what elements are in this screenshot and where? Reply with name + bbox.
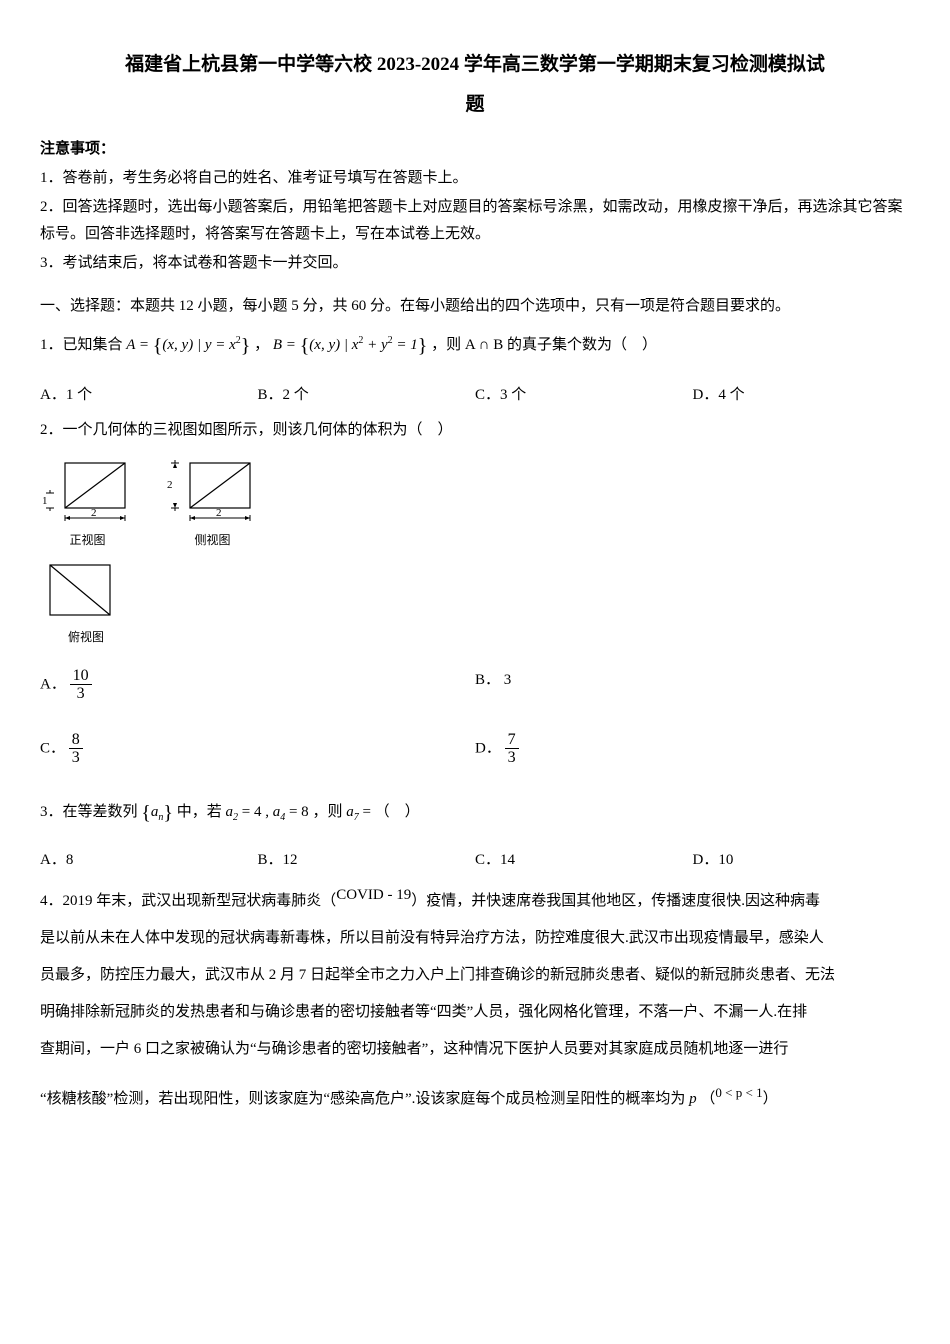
q2-c-frac: 8 3 xyxy=(69,731,83,767)
q3-a7-eq: = xyxy=(359,804,375,820)
question-1: 1．已知集合 A = {(x, y) | y = x2} ， B = {(x, … xyxy=(40,328,910,364)
q2-a-frac: 10 3 xyxy=(70,667,92,703)
question-2: 2．一个几何体的三视图如图所示，则该几何体的体积为（ ） xyxy=(40,417,910,444)
side-dim-w: 2 xyxy=(216,507,222,519)
question-4-p4: 明确排除新冠肺炎的发热患者和与确诊患者的密切接触者等“四类”人员，强化网格化管理… xyxy=(40,999,910,1026)
q3-comma: , xyxy=(265,804,273,820)
notice-item-1: 1．答卷前，考生务必将自己的姓名、准考证号填写在答题卡上。 xyxy=(40,165,910,192)
q2-a-num: 10 xyxy=(70,667,92,686)
q2-d-label: D． xyxy=(475,740,501,756)
q3-option-c: C．14 xyxy=(475,847,693,874)
q2-d-num: 7 xyxy=(505,731,519,750)
front-view-caption: 正视图 xyxy=(69,530,105,552)
q1-tail: ，则 A ∩ B 的真子集个数为（ ） xyxy=(431,337,657,353)
question-4-p6: “核糖核酸”检测，若出现阳性，则该家庭为“感染高危户”.设该家庭每个成员检测呈阳… xyxy=(40,1081,910,1113)
side-view-block: 2 2 侧视图 xyxy=(165,458,260,552)
q3-a2: a2 = 4 xyxy=(226,804,262,820)
q3-a4: a4 = 8 xyxy=(273,804,309,820)
q3-option-a: A．8 xyxy=(40,847,258,874)
q4-p-range: 0 < p < 1 xyxy=(715,1085,762,1100)
front-dim-1: 1 xyxy=(42,495,48,507)
q2-c-label: C． xyxy=(40,740,65,756)
q1-setA: A = {(x, y) | y = x2} xyxy=(126,337,254,353)
q4-p6c: ） xyxy=(763,1091,778,1107)
q4-p1a: 4．2019 年末，武汉出现新型冠状病毒肺炎（ xyxy=(40,893,336,909)
q1-setA-body: (x, y) | y = x xyxy=(162,337,235,353)
q4-p-var: p xyxy=(689,1091,697,1107)
q3-mid1: 中，若 xyxy=(177,804,226,820)
q3-prefix: 3．在等差数列 xyxy=(40,804,141,820)
q3-a7: a7 = xyxy=(346,804,374,820)
exam-title-line2: 题 xyxy=(40,88,910,122)
part1-heading: 一、选择题：本题共 12 小题，每小题 5 分，共 60 分。在每小题给出的四个… xyxy=(40,293,910,320)
q4-p6b: （ xyxy=(697,1091,716,1107)
q1-setB-body: (x, y) | x xyxy=(309,337,358,353)
q2-option-b: B． 3 xyxy=(475,667,910,703)
q2-c-den: 3 xyxy=(69,749,83,767)
q2-options-row1: A． 10 3 B． 3 xyxy=(40,667,910,703)
q3-a4-eq: = 8 xyxy=(285,804,308,820)
q3-a7-a: a xyxy=(346,804,354,820)
side-view-svg: 2 2 xyxy=(165,458,260,528)
front-view-svg: 1 2 xyxy=(40,458,135,528)
question-4-p1: 4．2019 年末，武汉出现新型冠状病毒肺炎（COVID - 19）疫情，并快速… xyxy=(40,882,910,915)
side-dim-h: 2 xyxy=(167,479,173,491)
top-view-svg xyxy=(40,560,120,625)
q3-a2-a: a xyxy=(226,804,234,820)
q4-p1b: ）疫情，并快速席卷我国其他地区，传播速度很快.因这种病毒 xyxy=(411,893,820,909)
q1-setB-tail: = 1 xyxy=(393,337,418,353)
side-view-caption: 侧视图 xyxy=(194,530,230,552)
question-4-p2: 是以前从未在人体中发现的冠状病毒新毒株，所以目前没有特异治疗方法，防控难度很大.… xyxy=(40,925,910,952)
q2-d-den: 3 xyxy=(505,749,519,767)
q3-option-d: D．10 xyxy=(693,847,911,874)
notice-item-2: 2．回答选择题时，选出每小题答案后，用铅笔把答题卡上对应题目的答案标号涂黑，如需… xyxy=(40,194,910,248)
q2-c-num: 8 xyxy=(69,731,83,750)
q2-options-row2: C． 8 3 D． 7 3 xyxy=(40,731,910,767)
question-4-p3: 员最多，防控压力最大，武汉市从 2 月 7 日起举全市之力入户上门排查确诊的新冠… xyxy=(40,962,910,989)
q2-a-den: 3 xyxy=(70,685,92,703)
q2-option-c: C． 8 3 xyxy=(40,731,475,767)
q2-a-label: A． xyxy=(40,676,66,692)
q1-setB-mid: + y xyxy=(363,337,387,353)
notice-item-3: 3．考试结束后，将本试卷和答题卡一并交回。 xyxy=(40,250,910,277)
front-dim-2: 2 xyxy=(91,507,97,519)
question-4-p5: 查期间，一户 6 口之家被确认为“与确诊患者的密切接触者”，这种情况下医护人员要… xyxy=(40,1036,910,1063)
q3-options: A．8 B．12 C．14 D．10 xyxy=(40,847,910,874)
q3-an: {an} xyxy=(141,804,173,820)
q1-options: A．1 个 B．2 个 C．3 个 D．4 个 xyxy=(40,382,910,409)
front-view-block: 1 2 正视图 xyxy=(40,458,135,552)
top-view-caption: 俯视图 xyxy=(68,627,104,649)
q1-setB: B = {(x, y) | x2 + y2 = 1} xyxy=(273,337,431,353)
q1-setB-lhs: B = xyxy=(273,337,300,353)
q1-option-c: C．3 个 xyxy=(475,382,693,409)
q4-covid: COVID - 19 xyxy=(336,887,411,903)
q1-setA-lhs: A = xyxy=(126,337,153,353)
q1-mid: ， xyxy=(254,337,273,353)
q1-prefix: 1．已知集合 xyxy=(40,337,126,353)
q3-mid2: ，则 xyxy=(312,804,346,820)
q1-option-d: D．4 个 xyxy=(693,382,911,409)
q2-option-a: A． 10 3 xyxy=(40,667,475,703)
q2-b-val: 3 xyxy=(504,672,512,688)
q2-b-label: B． xyxy=(475,672,500,688)
q2-option-d: D． 7 3 xyxy=(475,731,910,767)
q3-a2-eq: = 4 xyxy=(238,804,261,820)
q3-option-b: B．12 xyxy=(258,847,476,874)
q1-option-a: A．1 个 xyxy=(40,382,258,409)
q2-d-frac: 7 3 xyxy=(505,731,519,767)
exam-title-line1: 福建省上杭县第一中学等六校 2023-2024 学年高三数学第一学期期末复习检测… xyxy=(40,48,910,82)
top-view-block: 俯视图 xyxy=(40,560,910,649)
notice-heading: 注意事项： xyxy=(40,136,910,163)
q4-p6a: “核糖核酸”检测，若出现阳性，则该家庭为“感染高危户”.设该家庭每个成员检测呈阳… xyxy=(40,1091,689,1107)
question-3: 3．在等差数列 {an} 中，若 a2 = 4 , a4 = 8 ，则 a7 =… xyxy=(40,795,910,831)
q1-option-b: B．2 个 xyxy=(258,382,476,409)
q3-tail: （ ） xyxy=(375,804,420,820)
three-views: 1 2 正视图 2 2 xyxy=(40,458,910,552)
